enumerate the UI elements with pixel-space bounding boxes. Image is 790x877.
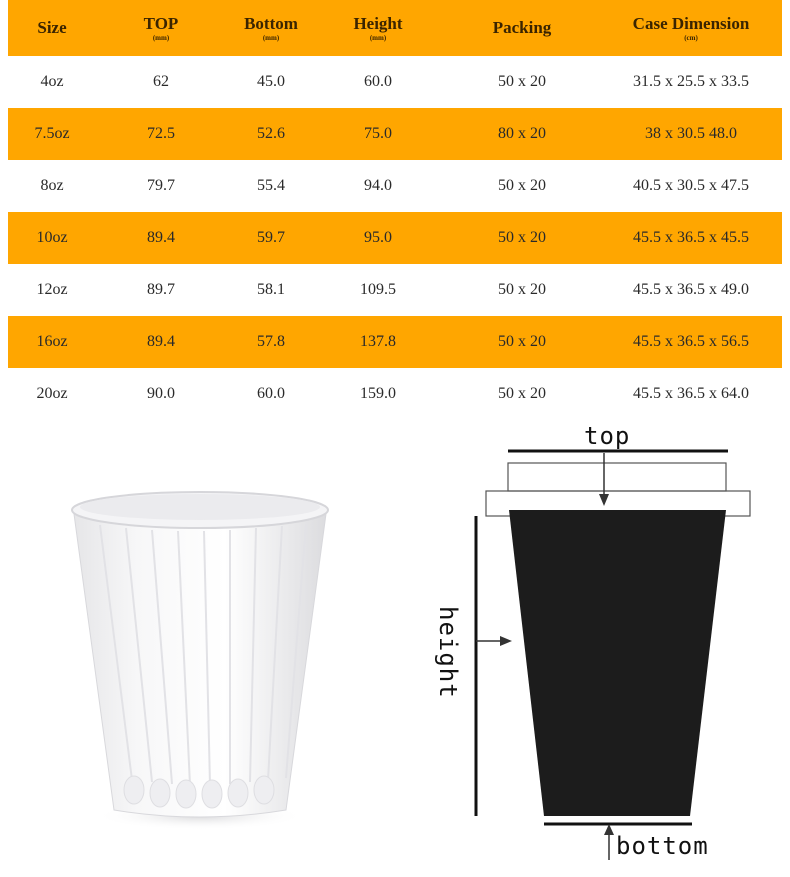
cell-case-dimension: 45.5 x 36.5 x 49.0 [633, 281, 749, 298]
cell-height: 60.0 [364, 73, 392, 90]
spec-table: Size TOP (mm) Bottom (mm) Height (mm) Packi… [8, 0, 782, 420]
cell-top: 72.5 [147, 125, 175, 142]
table-row: 4oz 62 45.0 60.0 50 x 20 31.5 x 25.5 x 3… [8, 56, 782, 108]
cell-height: 75.0 [364, 125, 392, 142]
bottom-label: bottom [616, 832, 709, 860]
height-arrow-icon [500, 636, 512, 646]
cell-size: 16oz [36, 333, 68, 350]
lid-upper-outline [507, 462, 727, 492]
cell-bottom: 45.0 [257, 73, 285, 90]
cell-case-dimension: 45.5 x 36.5 x 64.0 [633, 385, 749, 402]
cell-size: 12oz [36, 281, 68, 298]
table-row: 16oz 89.4 57.8 137.8 50 x 20 45.5 x 36.5… [8, 316, 782, 368]
cell-packing: 80 x 20 [498, 125, 546, 142]
cell-bottom: 58.1 [257, 281, 285, 298]
cell-case-dimension: 31.5 x 25.5 x 33.5 [633, 73, 749, 90]
header-top-unit: (mm) [152, 34, 170, 42]
cup-silhouette [509, 510, 726, 816]
table-row: 10oz 89.4 59.7 95.0 50 x 20 45.5 x 36.5 … [8, 212, 782, 264]
header-height: Height (mm) [353, 14, 403, 42]
cell-bottom: 60.0 [257, 385, 285, 402]
cell-size: 20oz [36, 385, 68, 402]
header-case-unit: (cm) [684, 34, 698, 42]
table-row: 20oz 90.0 60.0 159.0 50 x 20 45.5 x 36.5… [8, 368, 782, 420]
cell-bottom: 59.7 [257, 229, 285, 246]
table-row: 7.5oz 72.5 52.6 75.0 80 x 20 38 x 30.5 4… [8, 108, 782, 160]
cell-top: 90.0 [147, 385, 175, 402]
header-bottom-unit: (mm) [262, 34, 280, 42]
cell-size: 10oz [36, 229, 68, 246]
cell-size: 8oz [40, 177, 64, 194]
cell-case-dimension: 45.5 x 36.5 x 56.5 [633, 333, 749, 350]
cell-height: 109.5 [360, 281, 396, 298]
cell-packing: 50 x 20 [498, 177, 546, 194]
header-case-dimension: Case Dimension (cm) [632, 14, 750, 42]
cell-top: 89.4 [147, 229, 175, 246]
header-top: TOP (mm) [143, 14, 179, 42]
cell-height: 94.0 [364, 177, 392, 194]
cell-top: 89.4 [147, 333, 175, 350]
cell-packing: 50 x 20 [498, 73, 546, 90]
top-arrow-icon [599, 494, 609, 506]
cell-packing: 50 x 20 [498, 229, 546, 246]
cell-packing: 50 x 20 [498, 333, 546, 350]
cell-height: 159.0 [360, 385, 396, 402]
white-cup-photo [71, 491, 329, 830]
cell-case-dimension: 40.5 x 30.5 x 47.5 [633, 177, 749, 194]
header-packing: Packing [492, 18, 552, 37]
height-label: height [434, 606, 462, 699]
header-size: Size [37, 18, 67, 37]
cell-case-dimension: 45.5 x 36.5 x 45.5 [633, 229, 749, 246]
cell-size: 4oz [40, 73, 64, 90]
table-header-row: Size TOP (mm) Bottom (mm) Height (mm) Packi… [8, 0, 782, 56]
diagram-graphic [474, 449, 751, 860]
top-label: top [584, 422, 631, 450]
bottom-arrow-icon [604, 824, 614, 835]
cell-bottom: 55.4 [257, 177, 285, 194]
cell-height: 95.0 [364, 229, 392, 246]
cell-top: 62 [153, 73, 169, 90]
header-height-unit: (mm) [369, 34, 387, 42]
cup-dimension-diagram: top height bottom [420, 420, 790, 877]
cell-height: 137.8 [360, 333, 396, 350]
cell-top: 89.7 [147, 281, 175, 298]
cell-bottom: 57.8 [257, 333, 285, 350]
cell-packing: 50 x 20 [498, 281, 546, 298]
cell-size: 7.5oz [34, 125, 70, 142]
table-row: 8oz 79.7 55.4 94.0 50 x 20 40.5 x 30.5 x… [8, 160, 782, 212]
cell-packing: 50 x 20 [498, 385, 546, 402]
header-bottom: Bottom (mm) [244, 14, 298, 42]
cell-case-dimension: 38 x 30.5 48.0 [645, 125, 737, 142]
cell-bottom: 52.6 [257, 125, 285, 142]
table-row: 12oz 89.7 58.1 109.5 50 x 20 45.5 x 36.5… [8, 264, 782, 316]
cell-top: 79.7 [147, 177, 175, 194]
